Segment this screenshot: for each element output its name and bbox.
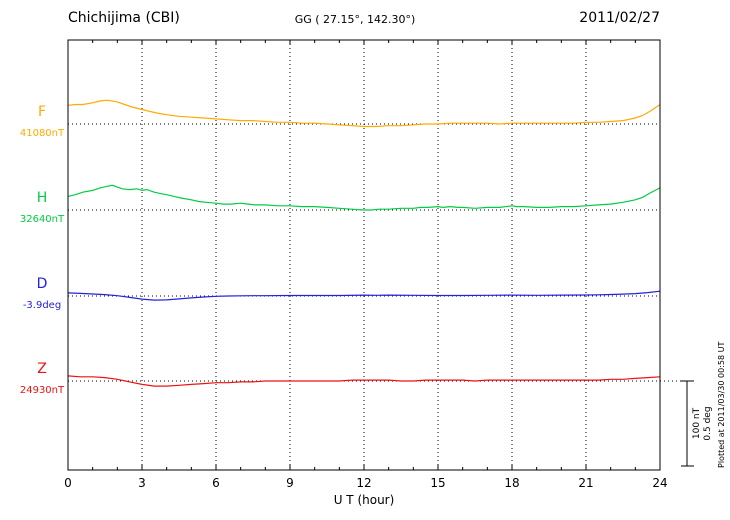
series-baseline-value-Z: 24930nT — [19, 385, 65, 396]
series-baseline-value-F: 41080nT — [19, 128, 65, 139]
series-baseline-value-H: 32640nT — [19, 214, 65, 225]
x-tick-label-12: 12 — [356, 476, 372, 490]
series-label-F: F — [37, 104, 47, 120]
series-baseline-value-D: -3.9deg — [22, 300, 62, 311]
trace-H — [67, 184, 661, 211]
x-tick-label-0: 0 — [64, 476, 72, 490]
x-tick-label-18: 18 — [504, 476, 520, 490]
x-tick-label-24: 24 — [652, 476, 668, 490]
plot-date: 2011/02/27 — [579, 10, 660, 26]
scale-bar-label-2: 0.5 deg — [703, 406, 713, 440]
series-label-Z: Z — [37, 361, 47, 377]
x-tick-label-15: 15 — [430, 476, 446, 490]
scale-bar-label-1: 100 nT — [692, 407, 702, 439]
trace-F — [67, 99, 661, 128]
scale-bar: 100 nT 0.5 deg — [681, 380, 713, 467]
geographic-coordinates: GG ( 27.15°, 142.30°) — [294, 13, 416, 26]
series-label-H: H — [36, 190, 48, 206]
trace-D — [67, 290, 661, 301]
x-tick-label-9: 9 — [286, 476, 294, 490]
series-label-D: D — [36, 276, 48, 292]
station-title: Chichijima (CBI) — [68, 10, 180, 26]
x-tick-label-6: 6 — [212, 476, 220, 490]
plotted-at-note: Plotted at 2011/03/30 00:58 UT — [717, 342, 726, 468]
x-axis-label: U T (hour) — [333, 493, 395, 507]
x-tick-label-3: 3 — [138, 476, 146, 490]
gridlines — [141, 40, 587, 470]
x-tick-label-21: 21 — [578, 476, 594, 490]
plot-frame — [67, 39, 661, 471]
trace-Z — [67, 375, 661, 387]
